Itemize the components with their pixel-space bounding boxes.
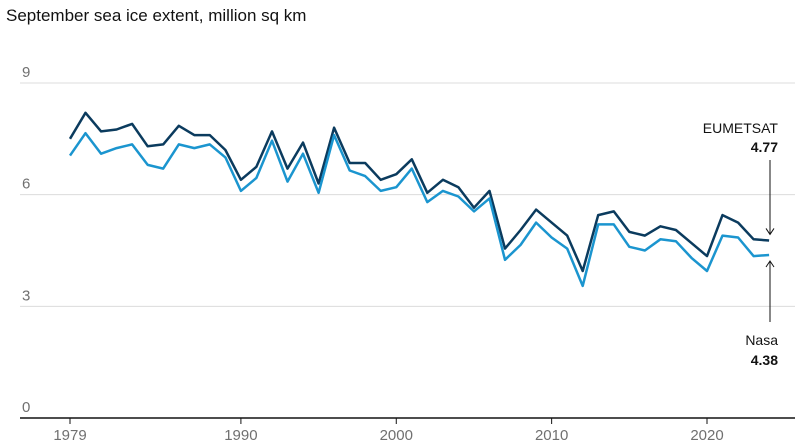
- annotation-nasa-name: Nasa: [745, 332, 778, 348]
- y-tick-label-3: 3: [22, 287, 30, 304]
- series-line-nasa: [68, 131, 770, 288]
- x-tick-label-2010: 2010: [535, 427, 568, 443]
- annotations: EUMETSAT 4.77 Nasa 4.38: [703, 120, 779, 368]
- series-line-eumetsat: [68, 111, 770, 273]
- annotation-eumetsat-name: EUMETSAT: [703, 120, 779, 136]
- annotation-eumetsat-value: 4.77: [751, 139, 778, 155]
- x-tick-label-1990: 1990: [224, 427, 257, 443]
- gridlines: [20, 82, 795, 419]
- annotation-nasa-arrowhead: [765, 260, 775, 268]
- x-axis-ticks: 1979 1990 2000 2010 2020: [53, 418, 724, 443]
- y-axis-ticks: 0 3 6 9: [22, 64, 30, 416]
- chart-title: September sea ice extent, million sq km: [6, 6, 307, 25]
- annotation-eumetsat-arrowhead: [765, 228, 775, 236]
- series-lines: [68, 111, 770, 288]
- y-tick-label-9: 9: [22, 64, 30, 81]
- y-tick-label-0: 0: [22, 399, 30, 416]
- y-tick-label-6: 6: [22, 176, 30, 193]
- annotation-nasa-value: 4.38: [751, 352, 778, 368]
- x-tick-label-2000: 2000: [380, 427, 413, 443]
- x-tick-label-2020: 2020: [690, 427, 723, 443]
- x-tick-label-1979: 1979: [53, 427, 86, 443]
